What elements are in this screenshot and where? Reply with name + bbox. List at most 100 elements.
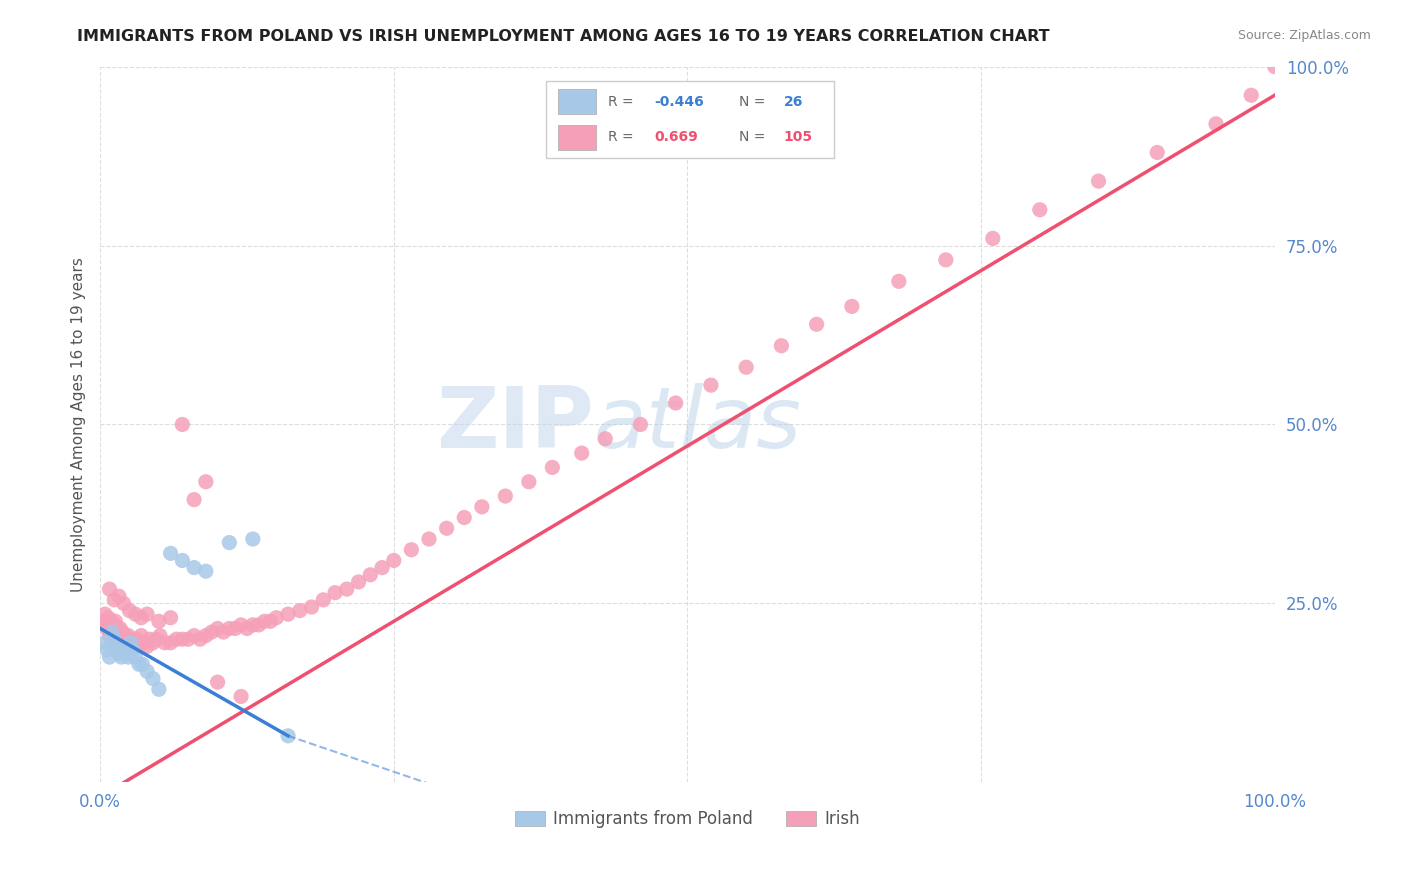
Text: N =: N = xyxy=(740,130,770,145)
Point xyxy=(108,589,131,603)
Point xyxy=(107,629,129,643)
Point xyxy=(887,274,910,288)
Text: Source: ZipAtlas.com: Source: ZipAtlas.com xyxy=(1237,29,1371,42)
Point xyxy=(136,640,159,654)
Point xyxy=(153,636,176,650)
Point xyxy=(94,618,117,632)
Point xyxy=(172,632,194,647)
Point xyxy=(735,360,758,375)
Point xyxy=(382,553,405,567)
Point xyxy=(117,650,139,665)
Point xyxy=(183,492,205,507)
Point xyxy=(247,618,270,632)
Point xyxy=(110,650,132,665)
Point xyxy=(517,475,540,489)
Point xyxy=(110,629,132,643)
Point xyxy=(229,618,252,632)
Point xyxy=(436,521,458,535)
Point xyxy=(593,432,616,446)
Point xyxy=(122,643,145,657)
FancyBboxPatch shape xyxy=(547,81,834,158)
Point xyxy=(94,607,117,622)
Point xyxy=(159,636,181,650)
Point xyxy=(177,632,200,647)
Point xyxy=(96,622,118,636)
Point xyxy=(172,553,194,567)
Point xyxy=(136,665,159,679)
Point xyxy=(218,535,240,549)
Point xyxy=(1205,117,1227,131)
Point xyxy=(1240,88,1263,103)
Point xyxy=(371,560,394,574)
Point xyxy=(494,489,516,503)
Point xyxy=(359,567,381,582)
Point xyxy=(172,417,194,432)
Point xyxy=(541,460,564,475)
Point xyxy=(336,582,359,596)
Point xyxy=(94,636,117,650)
Text: N =: N = xyxy=(740,95,770,109)
Legend: Immigrants from Poland, Irish: Immigrants from Poland, Irish xyxy=(508,804,868,835)
Point xyxy=(453,510,475,524)
Point xyxy=(571,446,593,460)
Text: R =: R = xyxy=(607,95,637,109)
Point xyxy=(101,622,124,636)
Point xyxy=(266,611,288,625)
Point xyxy=(288,603,311,617)
Point xyxy=(935,252,957,267)
Point xyxy=(112,596,135,610)
Point xyxy=(132,636,155,650)
Point xyxy=(347,574,370,589)
Point xyxy=(159,546,181,560)
Point xyxy=(111,625,134,640)
FancyBboxPatch shape xyxy=(558,125,596,150)
Point xyxy=(115,636,138,650)
Point xyxy=(97,611,120,625)
Point xyxy=(224,622,246,636)
Point xyxy=(149,629,172,643)
Point xyxy=(142,636,165,650)
Point xyxy=(128,636,150,650)
Point xyxy=(103,592,125,607)
Point xyxy=(194,564,217,578)
Point xyxy=(665,396,688,410)
Point xyxy=(301,599,323,614)
Point xyxy=(841,299,863,313)
Point xyxy=(183,560,205,574)
Point xyxy=(700,378,723,392)
Text: atlas: atlas xyxy=(593,383,801,466)
Point xyxy=(118,632,141,647)
Point xyxy=(108,632,131,647)
Point xyxy=(103,618,125,632)
Point xyxy=(1087,174,1109,188)
Point xyxy=(91,615,114,629)
Point xyxy=(229,690,252,704)
Text: 26: 26 xyxy=(783,95,803,109)
Point xyxy=(1146,145,1168,160)
Point xyxy=(207,622,229,636)
Point xyxy=(1029,202,1052,217)
Point xyxy=(806,318,828,332)
Point xyxy=(131,657,153,672)
Text: IMMIGRANTS FROM POLAND VS IRISH UNEMPLOYMENT AMONG AGES 16 TO 19 YEARS CORRELATI: IMMIGRANTS FROM POLAND VS IRISH UNEMPLOY… xyxy=(77,29,1050,44)
Point xyxy=(242,532,264,546)
Point xyxy=(148,615,170,629)
Point xyxy=(136,607,159,622)
Point xyxy=(770,339,793,353)
Point xyxy=(121,636,143,650)
Point xyxy=(312,592,335,607)
Text: 0.669: 0.669 xyxy=(655,130,699,145)
Point xyxy=(105,640,128,654)
Point xyxy=(142,672,165,686)
Point xyxy=(98,629,121,643)
Point xyxy=(101,625,124,640)
Point xyxy=(630,417,652,432)
Point xyxy=(166,632,188,647)
Point xyxy=(259,615,281,629)
Point xyxy=(124,607,146,622)
Point xyxy=(277,607,299,622)
Y-axis label: Unemployment Among Ages 16 to 19 years: Unemployment Among Ages 16 to 19 years xyxy=(72,257,86,592)
Point xyxy=(100,615,122,629)
Point xyxy=(98,650,121,665)
Text: -0.446: -0.446 xyxy=(655,95,704,109)
